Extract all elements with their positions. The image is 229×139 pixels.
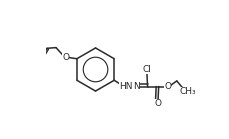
Text: Cl: Cl xyxy=(142,65,151,74)
Text: CH₃: CH₃ xyxy=(178,87,195,96)
Text: O: O xyxy=(164,82,170,91)
Text: O: O xyxy=(154,99,161,108)
Text: O: O xyxy=(62,53,69,62)
Text: N: N xyxy=(133,82,139,91)
Text: HN: HN xyxy=(119,82,132,91)
